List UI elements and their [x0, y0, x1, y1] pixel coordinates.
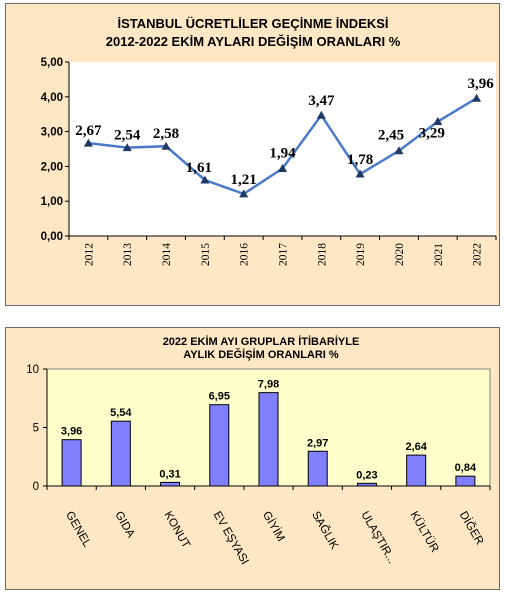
y-tick-label: 0: [33, 481, 39, 493]
data-label: 1,94: [269, 145, 296, 161]
chart-title: İSTANBUL ÜCRETLİLER GEÇİNME İNDEKSİ: [117, 16, 388, 31]
bar-chart-panel: 2022 EKİM AYI GRUPLAR İTİBARİYLE AYLIK DE…: [5, 327, 500, 590]
x-tick-label: 2022: [472, 243, 484, 266]
x-tick-label: KÜLTÜR: [408, 510, 441, 555]
bar: [160, 481, 181, 487]
x-tick-label: 2018: [316, 243, 328, 266]
data-label: 1,61: [186, 160, 212, 176]
data-point: [394, 146, 404, 155]
x-tick-label: 2015: [200, 243, 212, 266]
x-tick-label: DİĞER: [457, 509, 486, 547]
chart-subtitle: AYLIK DEĞİŞİM ORANLARI %: [183, 348, 339, 361]
data-point: [355, 169, 365, 178]
bar: [307, 450, 328, 487]
data-label: 0,31: [159, 468, 180, 480]
bar: [110, 420, 131, 487]
data-point: [278, 163, 287, 172]
data-point: [433, 117, 443, 126]
data-point: [161, 141, 171, 150]
chart-subtitle: 2012-2022 EKİM AYLARI DEĞİŞİM ORANLARI %: [106, 34, 401, 49]
x-tick-label: 2016: [239, 243, 251, 266]
data-label: 3,96: [61, 426, 82, 438]
plot-area: [69, 62, 496, 236]
x-tick-label: GİYİM: [260, 509, 288, 544]
bar: [406, 454, 427, 487]
line-chart-panel: İSTANBUL ÜCRETLİLER GEÇİNME İNDEKSİ 2012-…: [5, 3, 500, 306]
data-point: [200, 175, 210, 184]
x-tick-label: 2020: [394, 243, 406, 266]
y-tick-label: 2,00: [41, 161, 63, 173]
x-tick-label: KONUT: [161, 510, 192, 551]
y-tick-label: 1,00: [41, 196, 63, 208]
data-label: 2,97: [307, 437, 328, 449]
data-label: 0,23: [356, 469, 377, 481]
data-point: [316, 110, 326, 119]
bar: [61, 439, 82, 487]
chart-title: 2022 EKİM AYI GRUPLAR İTİBARİYLE: [163, 335, 360, 348]
bar: [258, 392, 279, 487]
data-point: [83, 138, 93, 147]
data-label: 1,78: [347, 152, 373, 168]
x-tick-label: 2013: [122, 243, 134, 266]
data-label: 2,64: [405, 441, 427, 453]
x-tick-label: GIDA: [112, 510, 137, 541]
x-tick-label: 2012: [83, 243, 95, 266]
y-tick-label: 3,00: [41, 127, 63, 139]
bar: [455, 475, 476, 487]
data-label: 1,21: [231, 172, 257, 188]
bar: [209, 404, 230, 487]
data-label: 2,45: [378, 128, 404, 144]
data-label: 2,67: [75, 123, 102, 139]
data-point: [472, 93, 482, 102]
y-tick-label: 5,00: [41, 57, 63, 69]
x-tick-label: GENEL: [63, 510, 93, 550]
x-tick-label: 2014: [161, 243, 173, 266]
y-tick-label: 5: [33, 423, 39, 435]
data-point: [122, 143, 132, 152]
data-label: 3,29: [419, 126, 445, 142]
data-label: 6,95: [209, 391, 230, 403]
data-label: 3,47: [308, 93, 335, 109]
x-tick-label: EV EŞYASI: [211, 510, 251, 567]
x-tick-label: 2017: [278, 243, 290, 266]
data-label: 2,54: [114, 128, 141, 144]
x-tick-label: 2019: [355, 243, 367, 266]
line-chart: İSTANBUL ÜCRETLİLER GEÇİNME İNDEKSİ 2012-…: [41, 16, 497, 266]
x-tick-label: SAĞLIK: [309, 509, 341, 552]
data-label: 0,84: [455, 462, 477, 474]
bar: [356, 482, 377, 487]
data-label: 2,58: [153, 126, 179, 142]
y-tick-label: 4,00: [41, 92, 63, 104]
data-label: 3,96: [467, 76, 494, 92]
x-tick-label: ULAŞTIR...: [358, 510, 397, 566]
data-label: 7,98: [258, 379, 279, 391]
x-tick-label: 2021: [433, 243, 445, 266]
data-point: [239, 189, 249, 198]
y-tick-label: 10: [26, 364, 39, 376]
data-label: 5,54: [110, 407, 132, 419]
y-tick-label: 0,00: [41, 231, 63, 243]
